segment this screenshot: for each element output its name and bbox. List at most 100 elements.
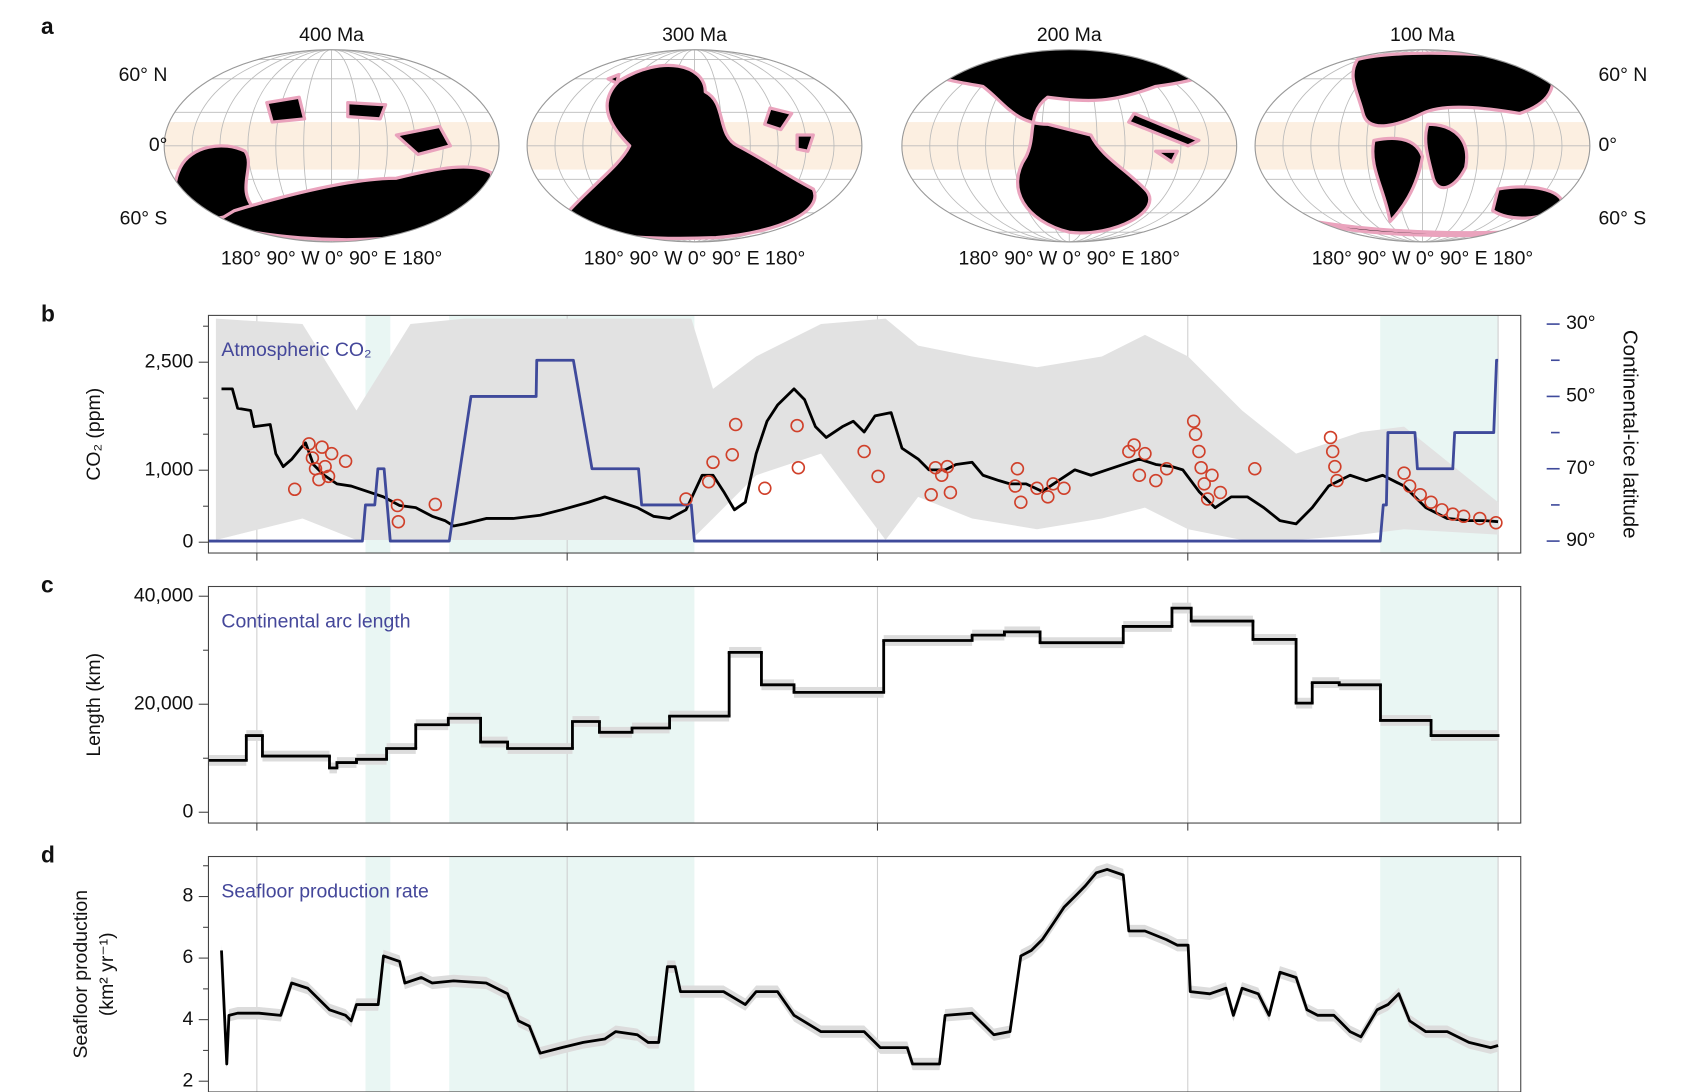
plot-area bbox=[220, 856, 1499, 1092]
proxy-point bbox=[679, 492, 693, 506]
proxy-point bbox=[1397, 466, 1411, 480]
proxy-point bbox=[1192, 444, 1206, 459]
continent bbox=[211, 165, 494, 242]
continent bbox=[1491, 185, 1565, 220]
proxy-point bbox=[758, 481, 772, 495]
proxy-point bbox=[287, 482, 302, 497]
proxy-point bbox=[1194, 460, 1208, 475]
y-axis-label: Length (km) bbox=[83, 653, 105, 757]
ice-latitude-line bbox=[208, 358, 1499, 543]
proxy-point bbox=[857, 444, 871, 459]
map-lon-labels: 180° 90° W 0° 90° E 180° bbox=[1312, 247, 1534, 269]
proxy-point bbox=[1213, 485, 1228, 500]
proxy-point bbox=[1057, 481, 1071, 495]
panel-annotation: Continental arc length bbox=[221, 610, 410, 632]
proxy-point bbox=[1205, 468, 1219, 483]
map-meridian bbox=[985, 49, 1154, 242]
map-outline bbox=[163, 49, 500, 243]
glaciation-band bbox=[449, 586, 695, 824]
line bbox=[221, 387, 1499, 528]
continent bbox=[795, 133, 815, 153]
map-meridian bbox=[1310, 49, 1535, 242]
continent bbox=[1424, 122, 1469, 190]
proxy-point bbox=[1248, 462, 1262, 476]
proxy-point bbox=[706, 455, 720, 470]
y-axis-label: CO₂ (ppm) bbox=[83, 388, 105, 481]
map-meridian bbox=[957, 49, 1182, 242]
proxy-point bbox=[1138, 446, 1152, 461]
proxy-point bbox=[1030, 481, 1044, 495]
continent bbox=[557, 63, 817, 240]
continent bbox=[1351, 51, 1554, 128]
continent bbox=[1154, 149, 1179, 164]
glaciation-band bbox=[1380, 856, 1499, 1092]
y2-tick-label: 90° bbox=[1566, 529, 1595, 551]
proxy-point bbox=[391, 514, 406, 529]
panel-annotation: Seafloor production rate bbox=[221, 880, 428, 902]
proxy-point bbox=[1325, 444, 1340, 459]
y-tick-label: 8 bbox=[183, 885, 194, 907]
proxy-point bbox=[1008, 479, 1023, 493]
map bbox=[164, 49, 499, 242]
proxy-point bbox=[791, 460, 806, 475]
panel-label: d bbox=[41, 842, 55, 868]
panel-label: b bbox=[41, 300, 55, 326]
proxy-point bbox=[790, 418, 804, 433]
y-tick-label: 1,000 bbox=[145, 458, 194, 480]
y2-axis-label: Continental-ice latitude bbox=[1618, 330, 1641, 539]
plot-area bbox=[208, 315, 1503, 554]
proxy-point bbox=[318, 459, 332, 474]
continent bbox=[394, 124, 453, 157]
proxy-point bbox=[315, 440, 329, 454]
proxy-point bbox=[1132, 468, 1147, 483]
proxy-point bbox=[701, 474, 716, 489]
continent bbox=[606, 72, 621, 85]
proxy-point bbox=[302, 437, 316, 451]
line bbox=[220, 868, 1499, 1066]
y-tick-label: 4 bbox=[183, 1008, 194, 1030]
map-lon-labels: 180° 90° W 0° 90° E 180° bbox=[584, 247, 806, 269]
map-meridian bbox=[1282, 49, 1563, 242]
proxy-point bbox=[1159, 462, 1174, 476]
map-meridian bbox=[554, 49, 835, 242]
y-axis-label: (km² yr⁻¹) bbox=[96, 932, 118, 1016]
map bbox=[901, 49, 1237, 242]
panel-label: a bbox=[41, 13, 54, 39]
continent bbox=[265, 95, 307, 124]
map-title: 300 Ma bbox=[662, 24, 727, 46]
continent bbox=[1127, 111, 1201, 148]
map-outline bbox=[1254, 49, 1591, 243]
proxy-point bbox=[943, 485, 958, 500]
map-meridian bbox=[275, 49, 388, 242]
panel-annotation: Atmospheric CO₂ bbox=[221, 339, 371, 361]
glaciation-band bbox=[1380, 586, 1499, 824]
y-axis-label: Seafloor production bbox=[70, 890, 92, 1059]
y2-tick-label: 70° bbox=[1566, 457, 1595, 479]
y-tick-label: 2 bbox=[183, 1069, 194, 1091]
proxy-point bbox=[1186, 414, 1201, 429]
map-meridian bbox=[929, 49, 1210, 242]
map-lon-labels: 180° 90° W 0° 90° E 180° bbox=[221, 247, 443, 269]
map-meridian bbox=[1338, 49, 1507, 242]
proxy-point bbox=[1188, 427, 1203, 441]
lat-label: 60° N bbox=[1599, 64, 1648, 86]
map-meridian bbox=[610, 49, 779, 242]
glaciation-band bbox=[449, 856, 695, 1092]
y-tick-label: 6 bbox=[183, 946, 194, 968]
lat-label: 60° N bbox=[119, 64, 168, 86]
proxy-point bbox=[1330, 473, 1344, 488]
y-tick-label: 20,000 bbox=[134, 692, 194, 714]
map-meridian bbox=[191, 49, 472, 242]
map bbox=[527, 49, 862, 242]
proxy-point bbox=[1328, 459, 1342, 474]
glaciation-band bbox=[365, 856, 391, 1092]
map bbox=[1255, 49, 1590, 242]
proxy-point bbox=[1413, 487, 1427, 502]
proxy-point bbox=[1200, 492, 1215, 506]
map-title: 100 Ma bbox=[1390, 24, 1455, 46]
proxy-point bbox=[324, 446, 339, 461]
lat-label: 60° S bbox=[120, 207, 168, 229]
proxy-point bbox=[390, 498, 405, 513]
